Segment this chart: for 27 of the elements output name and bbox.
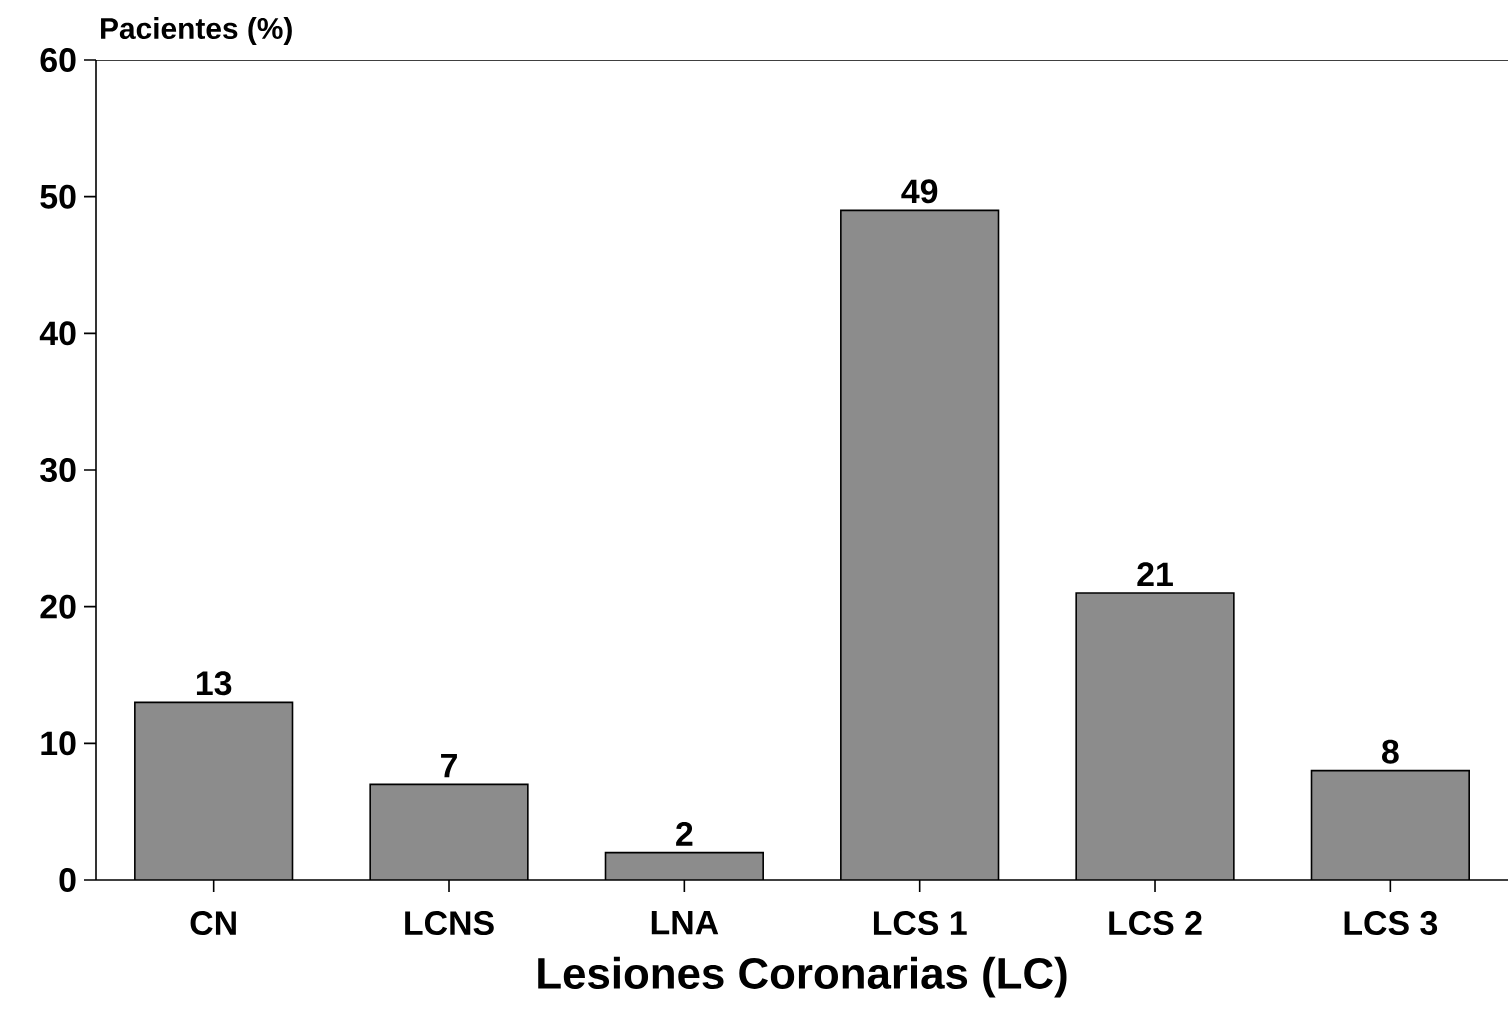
y-axis-title: Pacientes (%) (101, 17, 292, 45)
bar (370, 784, 528, 880)
y-tick-label: 20 (40, 594, 76, 619)
bar (605, 852, 764, 880)
y-tick-label: 50 (40, 184, 76, 209)
x-tick-label: LCS 2 (1109, 911, 1202, 936)
x-tick-label: LCS 1 (873, 911, 967, 936)
x-tick-label: LCS 3 (1344, 911, 1438, 936)
y-tick-label: 40 (39, 321, 76, 346)
y-tick-label: 60 (40, 48, 76, 73)
data-label: 2 (676, 821, 693, 846)
x-axis-title: Lesiones Coronarias (LC) (538, 956, 1067, 998)
data-label: 8 (1381, 739, 1399, 764)
data-label: 7 (441, 753, 457, 778)
x-tick-label: CN (190, 911, 236, 936)
bar (840, 210, 999, 880)
y-tick-label: 10 (41, 731, 76, 756)
bar (1076, 593, 1234, 880)
y-tick-label: 0 (59, 868, 76, 892)
x-tick-label: LCNS (405, 911, 494, 936)
x-tick-label: LNA (651, 911, 719, 935)
bar (1310, 769, 1470, 880)
data-label: 13 (196, 671, 232, 696)
y-tick-label: 30 (40, 457, 76, 483)
data-label: 21 (1137, 562, 1173, 586)
data-label: 49 (901, 179, 938, 204)
bar (134, 702, 293, 880)
